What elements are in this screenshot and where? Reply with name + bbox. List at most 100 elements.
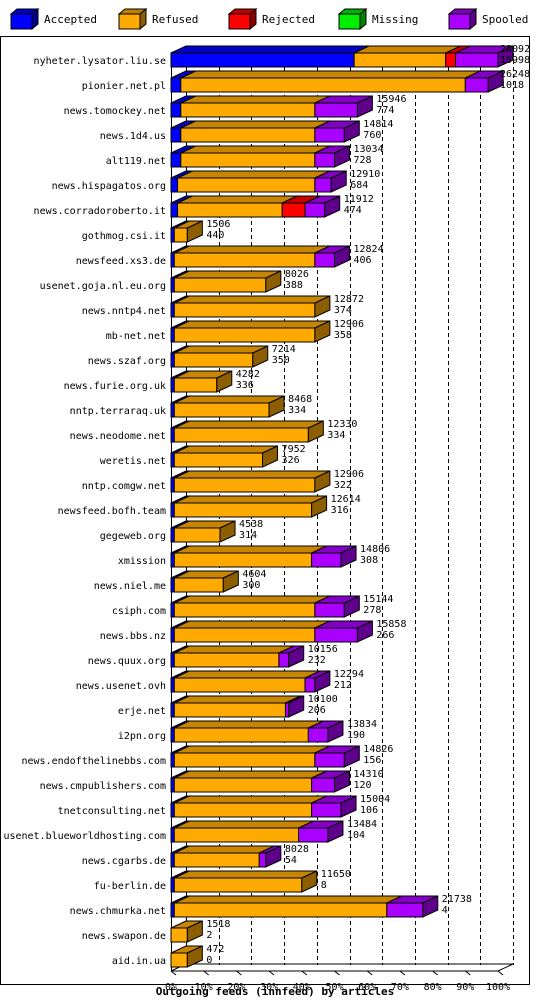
bar-segment-refused <box>173 802 313 818</box>
row-label: xmission <box>118 556 166 567</box>
row-label: newsfeed.bofh.team <box>58 506 166 517</box>
bar-end-face <box>327 820 344 843</box>
bar-end-face <box>497 45 514 68</box>
bar-top-refused <box>174 870 318 879</box>
row-label: news.usenet.ovh <box>76 681 166 692</box>
spooled-label: 728 <box>354 155 372 166</box>
total-label: 13834 <box>347 719 377 730</box>
row-label: news.bbs.nz <box>100 631 166 642</box>
bar-end-face <box>265 845 282 868</box>
spooled-label: 314 <box>239 530 257 541</box>
x-axis-title: Outgoing feeds (innfeed) by articles <box>155 985 395 998</box>
row-label: news.furie.org.uk <box>64 381 166 392</box>
total-label: 472 <box>206 944 224 955</box>
bar-end-face <box>327 720 344 743</box>
row-label: news.cmpublishers.com <box>40 781 166 792</box>
bar-segment-rejected <box>281 202 306 218</box>
bar-top-refused <box>174 895 403 904</box>
spooled-label: 0 <box>206 955 212 966</box>
legend-swatch-rejected <box>227 7 258 31</box>
bar-end-face <box>340 545 357 568</box>
row-label: news.nntp4.net <box>82 306 166 317</box>
row-label: nyheter.lysator.liu.se <box>34 56 166 67</box>
total-label: 8028 <box>285 844 309 855</box>
total-label: 12910 <box>350 169 380 180</box>
bar-end-face <box>343 595 360 618</box>
total-label: 12824 <box>354 244 384 255</box>
legend-item-accepted: Accepted <box>9 7 97 31</box>
bar-end-face <box>311 495 328 518</box>
row-label: news.tomockey.net <box>64 106 166 117</box>
bar-top-refused <box>174 670 321 679</box>
row-label: erje.net <box>118 706 166 717</box>
total-label: 8468 <box>288 394 312 405</box>
spooled-label: 774 <box>376 105 394 116</box>
bar-segment-refused <box>173 702 286 718</box>
total-label: 7214 <box>272 344 296 355</box>
legend-item-rejected: Rejected <box>227 7 315 31</box>
bar-segment-spooled <box>314 752 345 768</box>
total-label: 4282 <box>236 369 260 380</box>
spooled-label: 374 <box>334 305 352 316</box>
spooled-label: 190 <box>347 730 365 741</box>
bar-segment-refused <box>177 202 283 218</box>
bar-end-face <box>307 420 324 443</box>
bar-end-face <box>356 620 373 643</box>
bar-end-face <box>356 95 373 118</box>
bar-end-face <box>301 870 318 893</box>
bar-segment-refused <box>173 402 270 418</box>
total-label: 1506 <box>206 219 230 230</box>
bar-end-face <box>252 345 269 368</box>
x-tick <box>203 970 210 976</box>
row-label: newsfeed.xs3.de <box>76 256 166 267</box>
spooled-label: 316 <box>331 505 349 516</box>
total-label: 13034 <box>354 144 384 155</box>
bar-end-face <box>262 445 279 468</box>
total-label: 10156 <box>308 644 338 655</box>
bar-end-face <box>219 520 236 543</box>
bar-segment-refused <box>180 127 316 143</box>
bar-segment-accepted <box>170 127 182 143</box>
bar-segment-refused <box>173 752 316 768</box>
bar-segment-accepted <box>170 52 355 68</box>
bar-top-refused <box>174 745 331 754</box>
spooled-label: 440 <box>206 230 224 241</box>
bar-segment-refused <box>173 327 316 343</box>
bar-top-refused <box>174 470 331 479</box>
total-label: 12614 <box>331 494 361 505</box>
x-tick-label: 10% <box>195 982 213 993</box>
legend-label-spooled: Spooled <box>482 13 529 26</box>
bar-top-refused <box>174 620 331 629</box>
row-label: news.hispagatos.org <box>52 181 166 192</box>
spooled-label: 684 <box>350 180 368 191</box>
bar-segment-refused <box>173 352 254 368</box>
bar-top-refused <box>174 770 327 779</box>
bar-segment-spooled <box>311 777 335 793</box>
bar-end-face <box>186 945 203 968</box>
row-label: weretis.net <box>100 456 166 467</box>
bar-segment-refused <box>173 602 316 618</box>
legend-swatch-accepted <box>9 7 40 31</box>
spooled-label: 206 <box>308 705 326 716</box>
bar-top-accepted <box>170 45 370 54</box>
bar-segment-accepted <box>170 177 179 193</box>
bar-segment-spooled <box>314 127 345 143</box>
bar-segment-refused <box>173 677 306 693</box>
x-tick <box>432 970 438 976</box>
legend-item-missing: Missing <box>337 7 418 31</box>
spooled-label: 388 <box>285 280 303 291</box>
bar-end-face <box>314 295 331 318</box>
total-label: 12906 <box>334 469 364 480</box>
row-label: nntp.terraraq.uk <box>70 406 166 417</box>
spooled-label: 760 <box>363 130 381 141</box>
bar-top-refused <box>174 320 331 329</box>
bar-segment-refused <box>173 727 309 743</box>
total-label: 15946 <box>376 94 406 105</box>
spooled-label: 232 <box>308 655 326 666</box>
bar-segment-refused <box>173 452 264 468</box>
spooled-label: 156 <box>363 755 381 766</box>
bar-end-face <box>334 245 350 268</box>
row-label: gothmog.csi.it <box>82 231 166 242</box>
total-label: 15144 <box>363 594 393 605</box>
